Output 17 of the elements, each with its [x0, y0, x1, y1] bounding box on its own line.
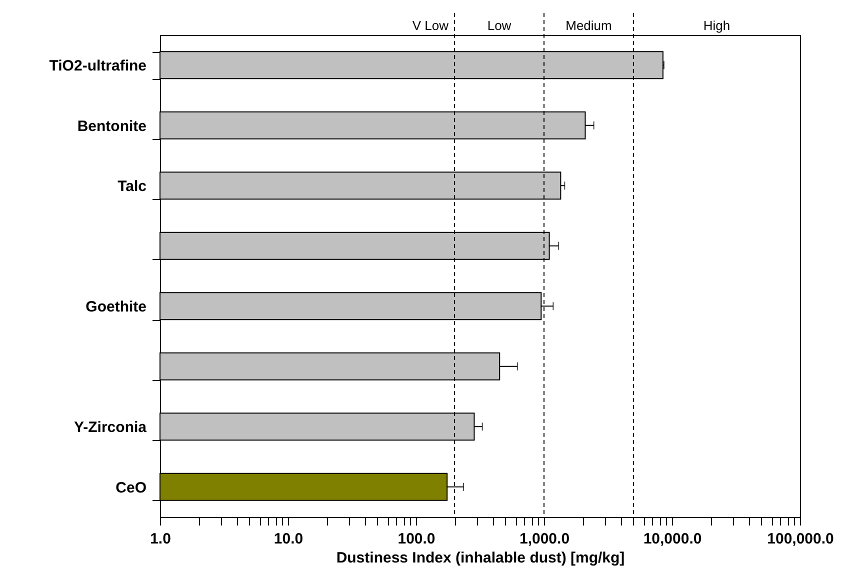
- x-tick-label: 1.0: [150, 530, 171, 548]
- x-tick-label: 100,000.0: [767, 530, 834, 548]
- y-tick-label: CeO: [116, 479, 147, 496]
- x-tick-label: 10,000.0: [643, 530, 702, 548]
- y-tick-label: Talc: [118, 178, 146, 196]
- x-tick-label: 100.0: [398, 530, 436, 548]
- y-tick-label: Bentonite: [77, 118, 146, 135]
- y-tick-label: TiO2-ultrafine: [49, 58, 146, 75]
- x-tick-label: 1,000.0: [519, 530, 570, 548]
- y-tick-label: Y-Zirconia: [74, 419, 148, 436]
- annotation: High: [703, 18, 730, 33]
- x-tick-label: 10.0: [274, 530, 304, 548]
- annotation: Low: [487, 18, 512, 33]
- y-tick-label: Goethite: [86, 298, 146, 316]
- x-axis-title: Dustiness Index (inhalable dust) [mg/kg]: [336, 550, 625, 566]
- annotation: V Low: [412, 18, 450, 33]
- annotation: Medium: [566, 18, 612, 33]
